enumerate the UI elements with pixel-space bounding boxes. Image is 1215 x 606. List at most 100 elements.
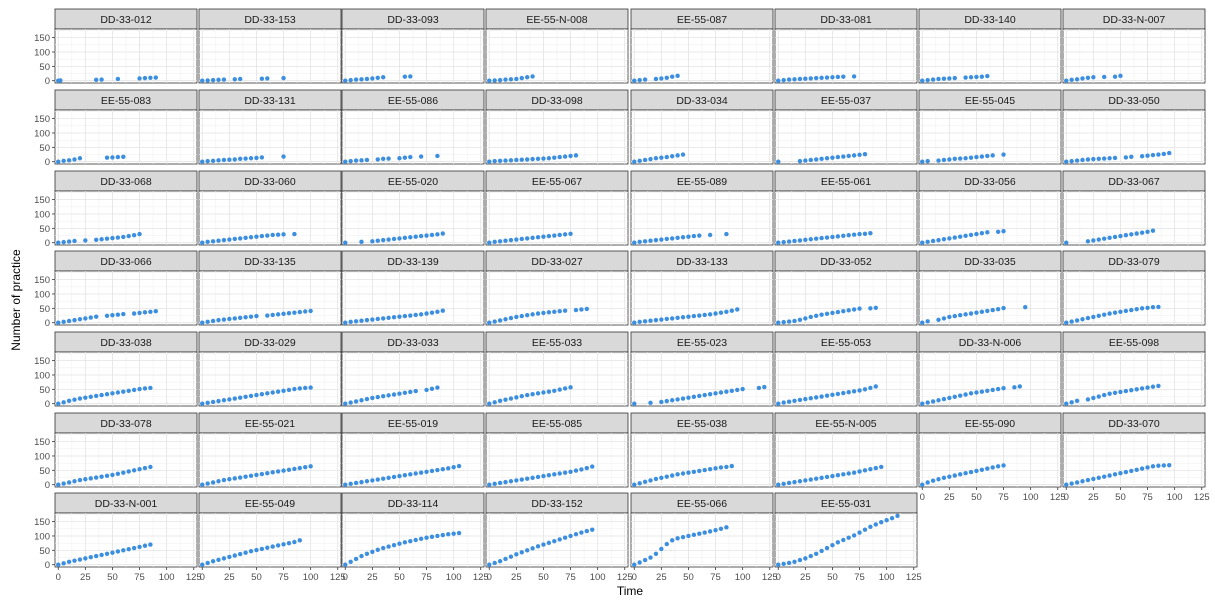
data-point: [429, 310, 435, 315]
data-point: [941, 76, 947, 81]
data-point: [370, 395, 375, 401]
data-point: [1167, 150, 1172, 156]
facet-strip-label: DD-33-140: [964, 14, 1016, 26]
x-tick-label: 75: [854, 572, 865, 583]
facet-strip-label: DD-33-012: [100, 14, 152, 26]
data-point: [920, 401, 925, 406]
data-point: [740, 386, 745, 392]
data-point: [1091, 395, 1096, 401]
data-point: [868, 466, 873, 472]
data-point: [841, 154, 846, 159]
x-tick-label: 0: [632, 572, 637, 583]
data-point: [131, 311, 137, 316]
data-point: [947, 314, 952, 320]
data-point: [216, 479, 221, 484]
data-point: [846, 233, 851, 238]
data-point: [408, 74, 413, 79]
data-point: [148, 464, 153, 470]
facet-strip-label: EE-55-N-005: [815, 418, 876, 430]
facet-strip-label: EE-55-021: [245, 418, 295, 430]
data-point: [786, 239, 792, 244]
data-point: [1139, 466, 1145, 471]
data-point: [781, 481, 786, 487]
data-point: [819, 312, 824, 317]
data-point: [514, 157, 519, 163]
data-point: [797, 238, 803, 243]
data-point: [841, 390, 846, 396]
data-point: [1161, 463, 1167, 468]
data-point: [508, 237, 514, 243]
data-point: [835, 234, 841, 239]
data-point: [686, 533, 691, 539]
data-point: [380, 237, 386, 243]
facet-strip-label: EE-55-053: [821, 337, 871, 349]
facet-strip-label: DD-33-056: [964, 176, 1016, 188]
data-point: [1064, 482, 1069, 487]
data-point: [210, 158, 216, 164]
data-point: [364, 551, 370, 556]
facet-panel: DD-33-027: [485, 250, 629, 326]
facet-panel: EE-55-090 0 25 50 75 100 125: [918, 412, 1066, 503]
facet-strip-label: EE-55-085: [532, 418, 582, 430]
data-point: [286, 387, 292, 393]
data-point: [985, 388, 990, 393]
data-point: [584, 465, 590, 471]
facet-strip-label: EE-55-019: [388, 418, 438, 430]
data-point: [968, 232, 974, 238]
x-tick-label: 75: [134, 572, 145, 583]
data-point: [1069, 158, 1074, 164]
data-point: [642, 557, 648, 563]
data-point: [963, 233, 968, 239]
data-point: [925, 239, 930, 245]
data-point: [131, 387, 137, 393]
data-point: [303, 385, 308, 391]
data-point: [497, 239, 503, 244]
data-point: [497, 77, 503, 83]
data-point: [1017, 384, 1023, 389]
data-point: [56, 159, 61, 164]
data-point: [995, 464, 1001, 469]
data-point: [137, 544, 142, 550]
data-point: [552, 538, 557, 544]
y-tick-label: 150: [34, 33, 50, 44]
data-point: [205, 400, 210, 406]
data-point: [680, 152, 686, 157]
data-point: [819, 548, 824, 554]
data-point: [642, 319, 648, 324]
data-point: [792, 77, 797, 82]
data-point: [557, 309, 562, 314]
data-point: [487, 240, 492, 245]
data-point: [546, 310, 552, 315]
data-point: [364, 479, 370, 484]
data-point: [653, 476, 659, 482]
data-point: [1118, 73, 1123, 79]
data-point: [1069, 400, 1074, 405]
data-point: [792, 398, 797, 404]
data-point: [216, 557, 221, 563]
data-point: [824, 75, 830, 80]
data-point: [237, 76, 243, 82]
data-point: [813, 75, 819, 81]
facet-panel: DD-33-078 0 50 100 150: [34, 412, 198, 491]
facet-strip-label: DD-33-N-007: [1103, 14, 1166, 26]
data-point: [61, 400, 66, 405]
data-point: [359, 398, 364, 403]
data-point: [664, 474, 669, 479]
data-point: [227, 397, 232, 402]
facet-panel: DD-33-056: [918, 170, 1062, 246]
data-point: [418, 233, 424, 239]
data-point: [77, 557, 83, 562]
data-point: [232, 396, 237, 401]
data-point: [93, 314, 99, 319]
facet-panel: DD-33-012 0 50 100 150: [34, 8, 198, 87]
data-point: [137, 231, 142, 237]
data-point: [142, 543, 148, 548]
y-tick-label: 50: [39, 546, 50, 557]
data-point: [99, 77, 104, 82]
data-point: [1080, 76, 1085, 81]
data-point: [200, 320, 205, 325]
data-point: [702, 392, 707, 398]
data-point: [297, 465, 303, 471]
data-point: [126, 233, 131, 239]
